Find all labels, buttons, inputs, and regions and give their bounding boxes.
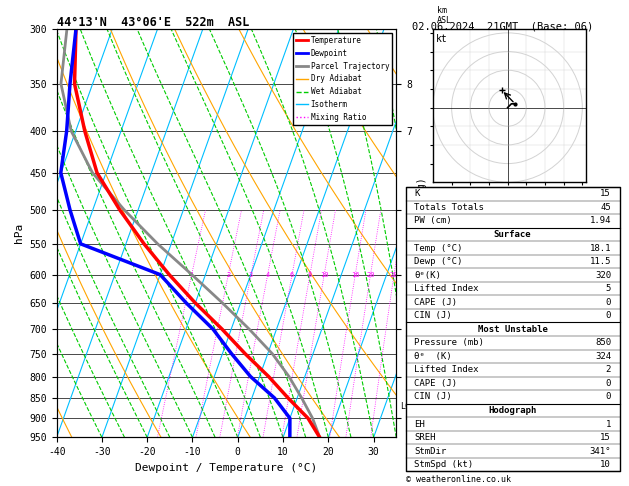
Y-axis label: hPa: hPa <box>14 223 24 243</box>
Text: Lifted Index: Lifted Index <box>415 365 479 374</box>
Text: SREH: SREH <box>415 433 436 442</box>
Text: © weatheronline.co.uk: © weatheronline.co.uk <box>406 474 511 484</box>
Text: EH: EH <box>415 419 425 429</box>
Text: km
ASL: km ASL <box>437 6 452 25</box>
Text: 45: 45 <box>600 203 611 212</box>
Text: 10: 10 <box>320 272 328 278</box>
Text: θᵉ  (K): θᵉ (K) <box>415 352 452 361</box>
Text: Totals Totals: Totals Totals <box>415 203 484 212</box>
Text: PW (cm): PW (cm) <box>415 216 452 226</box>
Text: 0: 0 <box>606 393 611 401</box>
Text: 1: 1 <box>189 272 194 278</box>
Text: StmDir: StmDir <box>415 447 447 455</box>
Text: 11.5: 11.5 <box>589 257 611 266</box>
Text: Most Unstable: Most Unstable <box>477 325 548 334</box>
Text: Surface: Surface <box>494 230 532 239</box>
Text: CIN (J): CIN (J) <box>415 311 452 320</box>
Text: 16: 16 <box>351 272 360 278</box>
Text: 4: 4 <box>265 272 270 278</box>
Text: 3: 3 <box>249 272 253 278</box>
Text: Temp (°C): Temp (°C) <box>415 243 463 253</box>
Text: CIN (J): CIN (J) <box>415 393 452 401</box>
Text: CAPE (J): CAPE (J) <box>415 298 457 307</box>
Text: 6: 6 <box>290 272 294 278</box>
X-axis label: Dewpoint / Temperature (°C): Dewpoint / Temperature (°C) <box>135 463 318 473</box>
Text: 324: 324 <box>595 352 611 361</box>
Text: 02.06.2024  21GMT  (Base: 06): 02.06.2024 21GMT (Base: 06) <box>412 22 593 32</box>
Text: 0: 0 <box>606 379 611 388</box>
Text: 15: 15 <box>600 190 611 198</box>
Text: 8: 8 <box>308 272 312 278</box>
Text: 15: 15 <box>600 433 611 442</box>
Text: Pressure (mb): Pressure (mb) <box>415 338 484 347</box>
Text: 2: 2 <box>226 272 230 278</box>
Text: kt: kt <box>436 34 448 44</box>
Text: StmSpd (kt): StmSpd (kt) <box>415 460 474 469</box>
Text: 320: 320 <box>595 271 611 279</box>
Text: 18.1: 18.1 <box>589 243 611 253</box>
Text: 0: 0 <box>606 311 611 320</box>
Text: 28: 28 <box>390 272 398 278</box>
Text: K: K <box>415 190 420 198</box>
Text: 1.94: 1.94 <box>589 216 611 226</box>
Text: 5: 5 <box>606 284 611 293</box>
Text: 341°: 341° <box>589 447 611 455</box>
Text: Lifted Index: Lifted Index <box>415 284 479 293</box>
Text: 44°13'N  43°06'E  522m  ASL: 44°13'N 43°06'E 522m ASL <box>57 16 249 29</box>
Legend: Temperature, Dewpoint, Parcel Trajectory, Dry Adiabat, Wet Adiabat, Isotherm, Mi: Temperature, Dewpoint, Parcel Trajectory… <box>293 33 392 125</box>
Text: Hodograph: Hodograph <box>489 406 537 415</box>
Text: 850: 850 <box>595 338 611 347</box>
Text: Dewp (°C): Dewp (°C) <box>415 257 463 266</box>
Text: CAPE (J): CAPE (J) <box>415 379 457 388</box>
Text: 10: 10 <box>600 460 611 469</box>
Text: 20: 20 <box>366 272 375 278</box>
Text: LCL: LCL <box>399 402 415 411</box>
Text: θᵉ(K): θᵉ(K) <box>415 271 441 279</box>
Text: 2: 2 <box>606 365 611 374</box>
Text: 1: 1 <box>606 419 611 429</box>
Text: 0: 0 <box>606 298 611 307</box>
Y-axis label: Mixing Ratio (g/kg): Mixing Ratio (g/kg) <box>418 177 428 289</box>
